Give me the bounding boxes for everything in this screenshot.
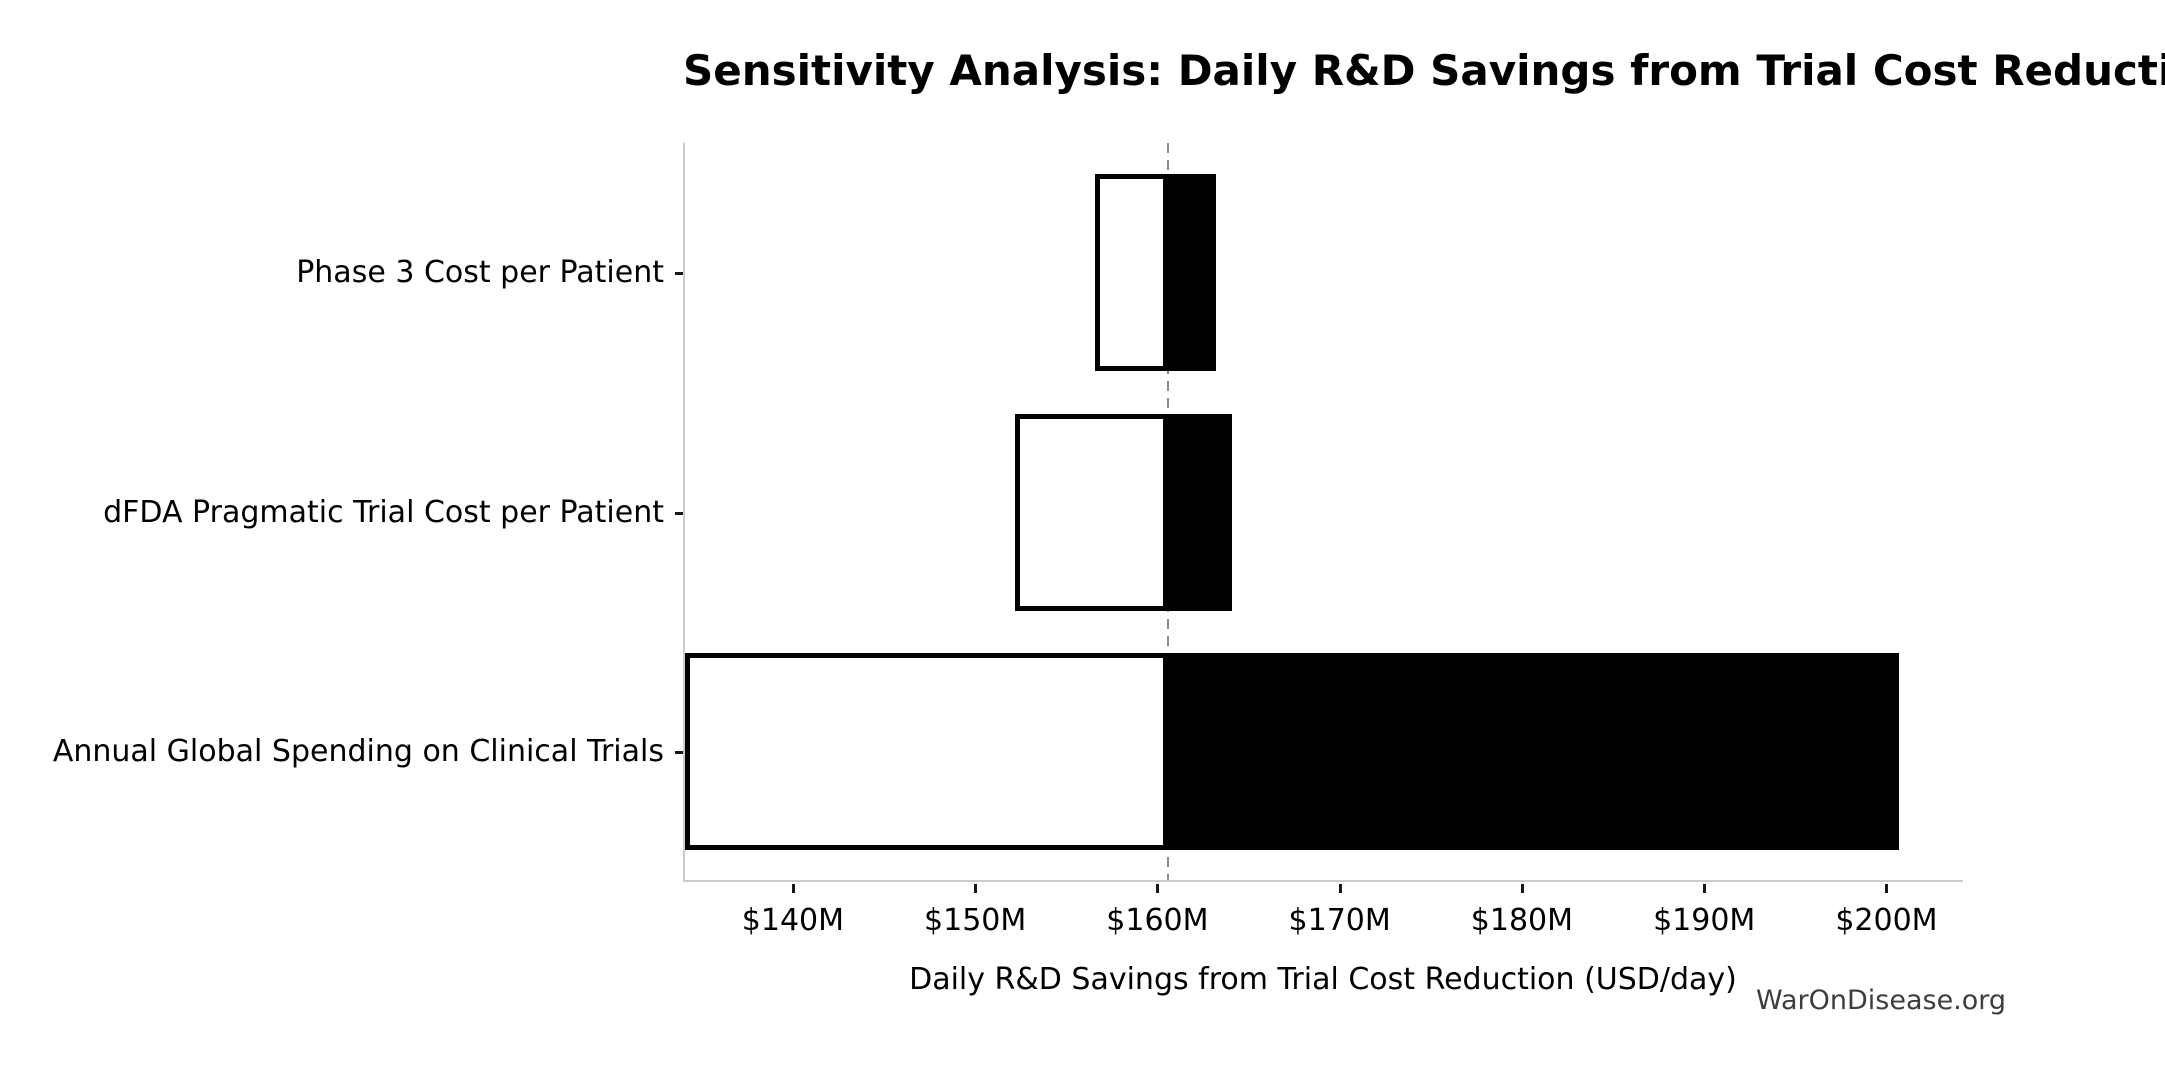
- chart-title: Sensitivity Analysis: Daily R&D Savings …: [683, 46, 2165, 95]
- bar-high-segment: [1168, 414, 1233, 612]
- x-tick-label: $150M: [924, 903, 1027, 938]
- x-tick-mark: [1703, 884, 1707, 893]
- x-tick-mark: [1338, 884, 1342, 893]
- bar-high-segment: [1168, 653, 1900, 851]
- y-tick-mark: [675, 271, 683, 275]
- x-tick-mark: [1885, 884, 1889, 893]
- bar-low-segment: [685, 653, 1169, 851]
- plot-area: [683, 143, 1963, 882]
- x-tick-mark: [791, 884, 795, 893]
- x-tick-mark: [1156, 884, 1160, 893]
- x-tick-mark: [1520, 884, 1524, 893]
- y-tick-mark: [675, 750, 683, 754]
- bar-low-segment: [1015, 414, 1169, 612]
- x-axis-spine: [683, 880, 1963, 882]
- x-tick-label: $200M: [1835, 903, 1938, 938]
- x-tick-label: $170M: [1288, 903, 1391, 938]
- y-tick-mark: [675, 511, 683, 515]
- x-tick-label: $160M: [1106, 903, 1209, 938]
- bar-high-segment: [1168, 174, 1216, 371]
- bar-low-segment: [1095, 174, 1169, 371]
- watermark-text: WarOnDisease.org: [1756, 985, 2007, 1016]
- x-tick-label: $190M: [1653, 903, 1756, 938]
- x-tick-label: $180M: [1470, 903, 1574, 938]
- y-tick-label: Phase 3 Cost per Patient: [296, 254, 664, 290]
- x-tick-mark: [974, 884, 978, 893]
- y-axis-spine: [683, 143, 685, 882]
- x-axis-label: Daily R&D Savings from Trial Cost Reduct…: [909, 962, 1737, 997]
- y-tick-label: Annual Global Spending on Clinical Trial…: [52, 733, 664, 769]
- y-tick-label: dFDA Pragmatic Trial Cost per Patient: [103, 494, 664, 530]
- x-tick-label: $140M: [741, 903, 844, 938]
